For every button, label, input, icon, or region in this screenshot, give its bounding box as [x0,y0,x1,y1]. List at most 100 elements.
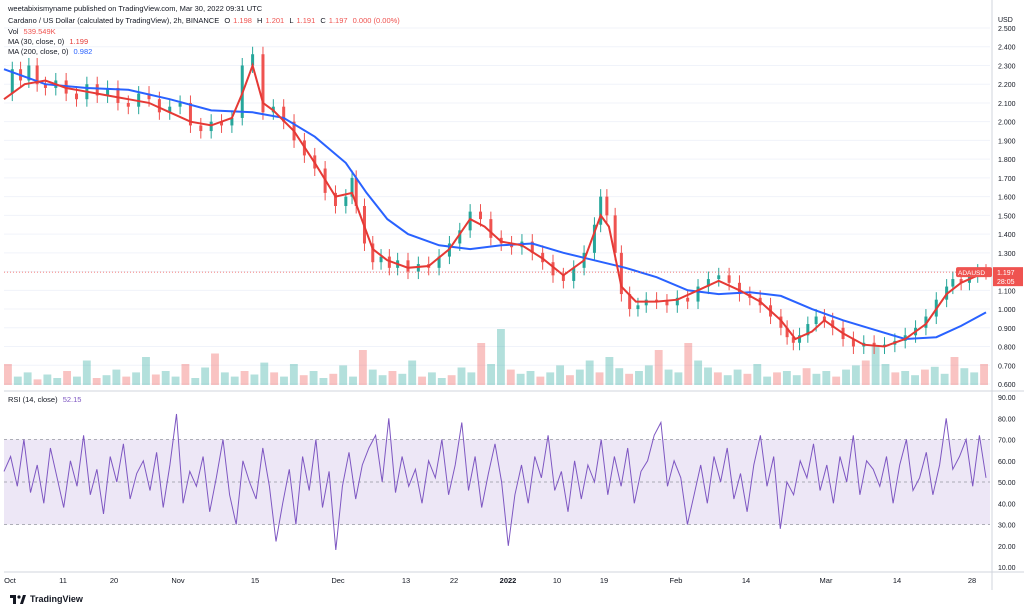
volume-bar [674,372,683,385]
rsi-legend: RSI (14, close) 52.15 [8,395,84,405]
candle-body [851,339,855,347]
price-tick-label: 2.400 [998,45,1016,52]
open-value: 1.198 [233,16,252,25]
volume-bar [684,343,693,385]
price-tick-label: 2.200 [998,82,1016,89]
change-value: 0.000 (0.00%) [352,16,400,25]
current-price-label: 1.197 [997,270,1015,277]
candle-body [126,102,130,107]
high-label: H [257,16,263,25]
volume-bar [842,369,850,385]
price-chart[interactable]: 2.500 2.400 2.300 2.200 2.100 2.000 1.900 1.800… [0,0,1024,590]
volume-bar [950,357,959,385]
volume-bar [566,375,574,385]
volume-bar [230,376,239,385]
tradingview-logo-icon [10,594,26,604]
candle-body [696,286,700,302]
volume-bar [851,365,860,385]
candle-body [178,102,182,107]
rsi-tick-label: 60.00 [998,459,1016,466]
volume-bar [53,378,62,385]
volume-bar [733,369,742,385]
candle-body [199,125,203,132]
volume-label: Vol [8,27,19,36]
volume-bar [595,372,604,385]
candle-body [959,279,963,283]
ma200-legend: MA (200, close, 0) 0.982 [8,47,95,57]
volume-bar [704,367,712,385]
volume-bar [270,372,279,385]
volume-bar [408,360,417,385]
time-tick-label: Oct [4,576,17,585]
volume-bar [427,372,436,385]
volume-bar [635,371,643,385]
time-tick-label: 14 [893,576,901,585]
price-tick-label: 2.500 [998,26,1016,33]
candle-body [951,279,955,287]
high-value: 1.201 [265,16,285,25]
volume-bar [467,372,476,385]
candle-body [35,65,39,85]
volume-bar [911,375,919,385]
candle-body [350,177,354,197]
volume-bar [171,376,180,385]
volume-bar [723,375,732,385]
volume-bar [802,368,811,385]
rsi-tick-label: 30.00 [998,523,1016,530]
candle-body [686,297,690,302]
volume-bar [63,371,72,385]
time-tick-label: Dec [331,576,345,585]
candle-body [785,327,789,338]
candle-body [468,211,472,231]
price-tick-label: 1.900 [998,138,1016,145]
candle-body [261,54,265,113]
volume-bar [181,364,190,385]
candle-body [489,219,493,238]
volume-bar [191,378,200,385]
volume-bar [457,367,466,385]
ma200-value: 0.982 [73,47,93,56]
volume-bar [546,372,555,385]
volume-bar [418,376,426,385]
chart-title-row: Cardano / US Dollar (calculated by Tradi… [8,16,403,26]
candle-body [675,297,679,306]
volume-bar [713,372,722,385]
time-tick-label: 10 [553,576,561,585]
volume-bar [477,343,486,385]
candle-body [188,102,192,126]
ma30-line [3,62,987,348]
candle-body [344,196,348,206]
volume-bar [871,346,880,385]
volume-bar [240,371,249,385]
volume-bar [930,366,939,385]
candle-body [27,65,31,81]
time-tick-label: Nov [171,576,185,585]
volume-bar [437,378,446,385]
candle-body [43,84,47,88]
volume-bar [497,329,505,385]
volume-bar [664,369,673,385]
volume-bar [211,353,219,385]
rsi-value: 52.15 [62,395,82,404]
price-tick-label: 1.500 [998,213,1016,220]
volume-bar [861,360,870,385]
rsi-tick-label: 70.00 [998,438,1016,445]
candle-body [737,282,741,295]
price-tick-label: 1.000 [998,307,1016,314]
volume-bar [792,375,801,385]
candle-body [371,243,375,263]
volume-bar [151,374,160,385]
candle-body [458,230,462,244]
candle-body [572,267,576,281]
candle-body [613,215,617,253]
volume-bar [378,375,387,385]
candle-body [551,262,555,276]
volume-bar [319,378,328,385]
volume-bar [329,373,338,385]
price-tick-label: 1.800 [998,157,1016,164]
volume-value: 539.549K [23,27,56,36]
candle-body [665,301,669,306]
volume-bar [13,376,22,385]
candle-body [379,256,383,263]
low-value: 1.191 [296,16,316,25]
